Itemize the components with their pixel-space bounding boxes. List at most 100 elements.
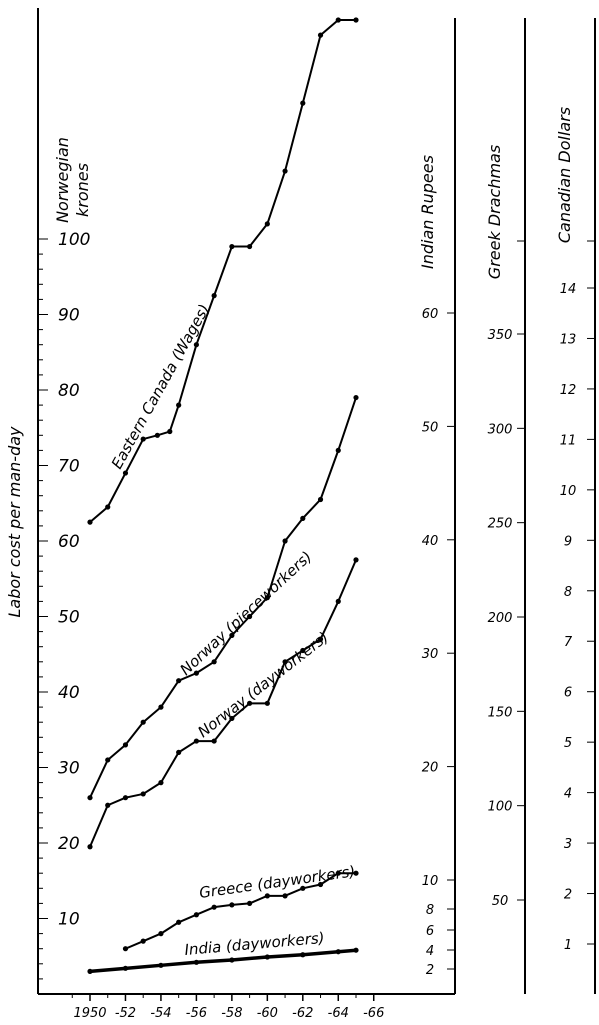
data-point <box>105 802 111 808</box>
inr-tick-label: 10 <box>422 874 439 889</box>
inr-tick-label: 50 <box>422 420 439 435</box>
data-point <box>353 394 359 401</box>
data-point <box>282 659 288 665</box>
data-point <box>122 795 129 801</box>
inr-tick-label: 40 <box>422 534 439 549</box>
data-point <box>122 946 129 952</box>
data-point <box>247 243 253 250</box>
series-line-3 <box>125 872 356 950</box>
cad-tick-label: 14 <box>560 282 577 297</box>
data-point <box>229 632 235 638</box>
data-point <box>158 780 164 786</box>
data-point <box>122 742 129 748</box>
cad-tick-label: 10 <box>560 484 577 499</box>
nok-tick-label: 30 <box>58 759 80 779</box>
data-point <box>335 870 341 876</box>
data-point <box>176 749 182 756</box>
nok-tick-label: 70 <box>58 457 80 477</box>
data-point <box>211 659 217 665</box>
data-point <box>229 957 235 963</box>
cad-tick-label: 2 <box>564 888 572 903</box>
inr-tick-label: 20 <box>422 761 439 776</box>
cad-tick-label: 11 <box>560 433 577 448</box>
data-point <box>300 647 306 654</box>
data-point <box>176 402 182 408</box>
grd-tick-label: 50 <box>492 894 509 909</box>
nok-tick-label: 10 <box>58 910 80 930</box>
data-point <box>264 221 270 227</box>
grd-tick-label: 100 <box>488 800 513 815</box>
data-point <box>87 844 93 850</box>
cad-tick-label: 8 <box>564 585 572 600</box>
data-point <box>282 168 288 174</box>
data-point <box>335 17 341 23</box>
grd-tick-label: 250 <box>488 517 513 532</box>
data-point <box>264 893 270 899</box>
data-point <box>282 538 288 544</box>
x-tick-label: -64 <box>328 1006 349 1021</box>
data-point <box>193 959 199 965</box>
data-point <box>158 931 164 937</box>
data-point <box>87 519 93 525</box>
data-point <box>105 757 111 763</box>
krones-title-line1: Norwegian <box>53 137 72 223</box>
series-line-1 <box>89 397 357 799</box>
data-point <box>229 902 235 908</box>
grd-tick-label: 150 <box>488 705 513 720</box>
data-point <box>122 470 129 476</box>
data-point <box>317 32 324 38</box>
data-point <box>282 893 288 899</box>
data-point <box>300 515 306 521</box>
data-point <box>176 678 182 684</box>
data-point <box>353 947 359 953</box>
data-point <box>176 919 182 925</box>
y-axis-title: Labor cost per man-day <box>5 426 24 618</box>
data-point <box>264 595 270 601</box>
data-point <box>140 938 146 944</box>
data-point <box>158 962 164 968</box>
data-point <box>193 912 199 918</box>
data-point <box>229 715 235 722</box>
x-tick-label: 1950 <box>73 1006 106 1021</box>
data-point <box>264 700 270 706</box>
x-tick-label: -56 <box>186 1006 207 1021</box>
data-point <box>211 738 217 744</box>
data-point <box>193 342 199 348</box>
data-point <box>300 100 306 106</box>
grd-tick-label: 300 <box>488 422 513 437</box>
data-point <box>158 704 164 710</box>
krones-title: Norwegian krones <box>53 137 92 223</box>
data-point <box>87 968 93 974</box>
cad-tick-label: 12 <box>560 383 577 398</box>
nok-tick-label: 90 <box>58 306 80 326</box>
rupees-axis-title: Indian Rupees <box>418 155 437 269</box>
x-tick-label: -66 <box>363 1006 384 1021</box>
inr-tick-label: 30 <box>422 647 439 662</box>
inr-tick-label: 4 <box>426 944 434 959</box>
inr-tick-label: 60 <box>422 307 439 322</box>
grd-tick-label: 350 <box>488 328 513 343</box>
cad-tick-label: 4 <box>564 787 572 802</box>
nok-tick-label: 50 <box>58 608 80 628</box>
data-point <box>211 293 217 299</box>
data-point <box>247 900 253 907</box>
grd-tick-label: 200 <box>488 611 513 626</box>
nok-tick-label: 80 <box>58 381 80 401</box>
inr-tick-label: 8 <box>426 903 434 918</box>
data-point <box>193 670 199 676</box>
cad-tick-label: 13 <box>560 332 577 347</box>
x-tick-label: -62 <box>292 1006 313 1021</box>
series-label-eastern-canada: Eastern Canada (Wages) <box>108 301 214 472</box>
nok-tick-label: 20 <box>58 834 80 854</box>
data-point <box>193 738 199 744</box>
inr-tick-label: 6 <box>426 924 434 939</box>
data-point <box>211 904 217 910</box>
x-tick-label: -54 <box>150 1006 171 1021</box>
data-point <box>300 885 306 891</box>
cad-tick-label: 7 <box>564 635 573 650</box>
data-point <box>87 795 93 801</box>
data-point <box>229 243 235 250</box>
data-point <box>247 613 253 620</box>
data-point <box>140 436 146 442</box>
